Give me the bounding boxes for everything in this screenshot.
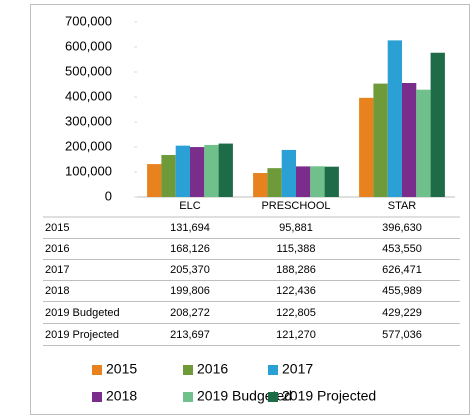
y-tick-label: 100,000: [65, 163, 112, 178]
bar: [161, 154, 176, 197]
bar: [402, 83, 417, 197]
table-row-label: 2018: [45, 285, 69, 297]
bar: [175, 145, 190, 197]
x-tick-label: STAR: [388, 200, 417, 212]
y-tick-label: 200,000: [65, 138, 112, 153]
x-tick-label: ELC: [179, 200, 200, 212]
legend-label: 2019 Projected: [282, 388, 376, 404]
y-tick-label: 700,000: [65, 13, 112, 28]
table-cell: 188,286: [276, 264, 316, 276]
bar: [204, 144, 219, 197]
table-cell: 213,697: [170, 329, 210, 341]
bar: [267, 168, 282, 197]
table-cell: 122,805: [276, 307, 316, 319]
table-cell: 626,471: [382, 264, 422, 276]
bar: [218, 143, 233, 197]
table-cell: 577,036: [382, 329, 422, 341]
table-cell: 121,270: [276, 329, 316, 341]
table-row-label: 2019 Projected: [45, 329, 119, 341]
bar: [296, 166, 311, 197]
table-cell: 429,229: [382, 307, 422, 319]
table-cell: 122,436: [276, 285, 316, 297]
y-tick-label: 500,000: [65, 63, 112, 78]
table-cell: 208,272: [170, 307, 210, 319]
bar: [387, 40, 402, 198]
table-row-label: 2015: [45, 222, 69, 234]
bar: [253, 173, 268, 197]
table-row-label: 2016: [45, 243, 69, 255]
bar: [190, 147, 205, 197]
table-cell: 455,989: [382, 285, 422, 297]
bar: [373, 83, 388, 197]
bar: [324, 166, 339, 197]
legend-swatch: [183, 392, 193, 402]
legend-label: 2018: [106, 388, 137, 404]
bar: [310, 166, 325, 197]
legend-swatch: [92, 392, 102, 402]
bar: [281, 149, 296, 197]
table-cell: 199,806: [170, 285, 210, 297]
table-cell: 168,126: [170, 243, 210, 255]
legend-swatch: [268, 392, 278, 402]
bar: [430, 52, 445, 198]
legend-swatch: [183, 365, 193, 375]
table-cell: 115,388: [277, 243, 316, 255]
table-row-label: 2017: [45, 264, 69, 276]
y-tick-label: 0: [105, 188, 112, 203]
bar: [359, 97, 374, 197]
table-cell: 95,881: [279, 222, 313, 234]
legend-label: 2017: [282, 361, 313, 377]
table-cell: 131,694: [170, 222, 210, 234]
bar: [147, 164, 162, 197]
table-cell: 205,370: [170, 264, 210, 276]
table-cell: 396,630: [382, 222, 422, 234]
y-tick-label: 600,000: [65, 38, 112, 53]
x-tick-label: PRESCHOOL: [261, 200, 330, 212]
legend-label: 2015: [106, 361, 137, 377]
bar: [416, 89, 431, 197]
y-tick-label: 300,000: [65, 113, 112, 128]
y-tick-label: 400,000: [65, 88, 112, 103]
legend-swatch: [268, 365, 278, 375]
legend-swatch: [92, 365, 102, 375]
legend-label: 2016: [197, 361, 228, 377]
table-row-label: 2019 Budgeted: [45, 307, 120, 319]
table-cell: 453,550: [382, 243, 422, 255]
